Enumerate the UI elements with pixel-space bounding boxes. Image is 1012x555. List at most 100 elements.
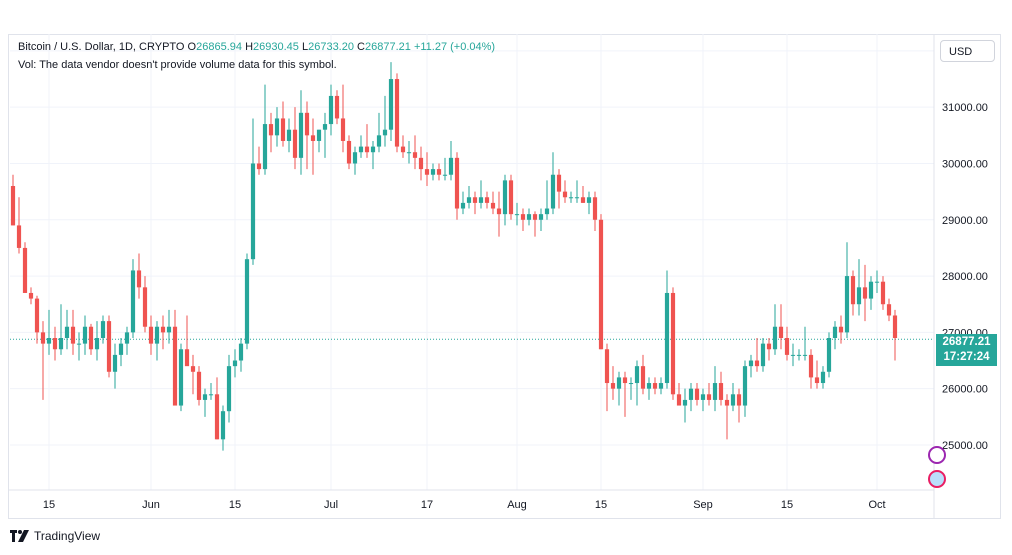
candlestick-chart[interactable]: 25000.0026000.0027000.0028000.0029000.00… bbox=[8, 34, 1001, 519]
candle-body[interactable] bbox=[850, 276, 856, 305]
candle-body[interactable] bbox=[700, 394, 706, 400]
candle-body[interactable] bbox=[262, 124, 268, 170]
candle-body[interactable] bbox=[862, 287, 868, 299]
candle-body[interactable] bbox=[328, 95, 334, 125]
candle-body[interactable] bbox=[16, 225, 22, 248]
candle-body[interactable] bbox=[496, 208, 502, 215]
candle-body[interactable] bbox=[334, 95, 340, 119]
candle-body[interactable] bbox=[658, 383, 664, 389]
candle-body[interactable] bbox=[304, 112, 310, 136]
event-marker-icon[interactable] bbox=[928, 446, 946, 464]
candle-body[interactable] bbox=[838, 326, 844, 333]
candle-body[interactable] bbox=[604, 349, 610, 384]
candle-body[interactable] bbox=[136, 270, 142, 288]
candle-body[interactable] bbox=[178, 349, 184, 406]
flag-marker-icon[interactable] bbox=[928, 470, 946, 488]
candle-body[interactable] bbox=[46, 338, 52, 344]
candle-body[interactable] bbox=[808, 354, 814, 378]
candle-body[interactable] bbox=[88, 326, 94, 350]
candle-body[interactable] bbox=[280, 118, 286, 141]
candle-body[interactable] bbox=[358, 146, 364, 153]
candle-body[interactable] bbox=[352, 152, 358, 164]
candle-body[interactable] bbox=[394, 79, 400, 147]
candle-body[interactable] bbox=[586, 197, 592, 203]
candle-body[interactable] bbox=[160, 326, 166, 333]
candle-body[interactable] bbox=[688, 388, 694, 400]
candle-body[interactable] bbox=[454, 157, 460, 209]
candle-body[interactable] bbox=[58, 338, 64, 350]
candle-body[interactable] bbox=[382, 129, 388, 136]
candle-body[interactable] bbox=[274, 118, 280, 136]
candle-body[interactable] bbox=[844, 276, 850, 333]
candle-body[interactable] bbox=[406, 152, 412, 154]
candle-body[interactable] bbox=[886, 304, 892, 316]
candle-body[interactable] bbox=[712, 383, 718, 400]
candle-body[interactable] bbox=[106, 321, 112, 372]
candle-body[interactable] bbox=[202, 394, 208, 400]
candle-body[interactable] bbox=[184, 349, 190, 367]
candle-body[interactable] bbox=[544, 208, 550, 215]
candle-body[interactable] bbox=[400, 146, 406, 153]
candle-body[interactable] bbox=[760, 343, 766, 367]
candle-body[interactable] bbox=[766, 343, 772, 350]
tradingview-logo[interactable]: TradingView bbox=[10, 529, 100, 543]
candle-body[interactable] bbox=[472, 197, 478, 203]
candle-body[interactable] bbox=[82, 326, 88, 344]
candle-body[interactable] bbox=[226, 366, 232, 412]
candle-body[interactable] bbox=[730, 394, 736, 406]
candle-body[interactable] bbox=[166, 326, 172, 333]
candle-body[interactable] bbox=[532, 214, 538, 220]
candle-body[interactable] bbox=[76, 343, 82, 345]
candle-body[interactable] bbox=[508, 180, 514, 215]
candle-body[interactable] bbox=[208, 394, 214, 396]
candle-body[interactable] bbox=[556, 174, 562, 192]
candle-body[interactable] bbox=[772, 326, 778, 350]
candle-body[interactable] bbox=[364, 146, 370, 153]
candle-body[interactable] bbox=[706, 394, 712, 400]
candle-body[interactable] bbox=[802, 354, 808, 356]
candle-body[interactable] bbox=[610, 383, 616, 389]
candle-body[interactable] bbox=[466, 197, 472, 203]
candle-body[interactable] bbox=[880, 281, 886, 305]
candle-body[interactable] bbox=[562, 191, 568, 198]
candle-body[interactable] bbox=[778, 326, 784, 338]
candle-body[interactable] bbox=[874, 281, 880, 283]
candle-body[interactable] bbox=[70, 326, 76, 344]
candle-body[interactable] bbox=[784, 338, 790, 355]
candle-body[interactable] bbox=[724, 399, 730, 406]
candle-body[interactable] bbox=[520, 214, 526, 220]
candle-body[interactable] bbox=[484, 197, 490, 203]
candle-body[interactable] bbox=[676, 394, 682, 406]
candle-body[interactable] bbox=[154, 326, 160, 344]
candle-body[interactable] bbox=[34, 298, 40, 333]
candle-body[interactable] bbox=[172, 326, 178, 406]
candle-body[interactable] bbox=[322, 124, 328, 130]
candle-body[interactable] bbox=[448, 157, 454, 175]
candle-body[interactable] bbox=[220, 411, 226, 440]
candle-body[interactable] bbox=[430, 169, 436, 175]
candle-body[interactable] bbox=[826, 338, 832, 372]
candle-body[interactable] bbox=[694, 388, 700, 400]
candle-body[interactable] bbox=[412, 152, 418, 158]
candle-body[interactable] bbox=[292, 129, 298, 158]
candle-body[interactable] bbox=[790, 354, 796, 356]
candle-body[interactable] bbox=[832, 326, 838, 338]
candle-body[interactable] bbox=[580, 197, 586, 203]
candle-body[interactable] bbox=[286, 129, 292, 141]
candle-body[interactable] bbox=[376, 135, 382, 147]
candle-body[interactable] bbox=[28, 292, 34, 299]
candle-body[interactable] bbox=[550, 174, 556, 209]
candle-body[interactable] bbox=[646, 383, 652, 389]
candle-body[interactable] bbox=[628, 383, 634, 385]
candle-body[interactable] bbox=[718, 383, 724, 400]
candle-body[interactable] bbox=[616, 377, 622, 389]
candle-body[interactable] bbox=[250, 163, 256, 260]
candle-body[interactable] bbox=[574, 197, 580, 199]
candle-body[interactable] bbox=[592, 197, 598, 220]
candle-body[interactable] bbox=[514, 214, 520, 216]
candle-body[interactable] bbox=[40, 332, 46, 344]
candle-body[interactable] bbox=[670, 292, 676, 395]
candle-body[interactable] bbox=[310, 135, 316, 141]
candle-body[interactable] bbox=[502, 180, 508, 215]
candle-body[interactable] bbox=[94, 338, 100, 350]
